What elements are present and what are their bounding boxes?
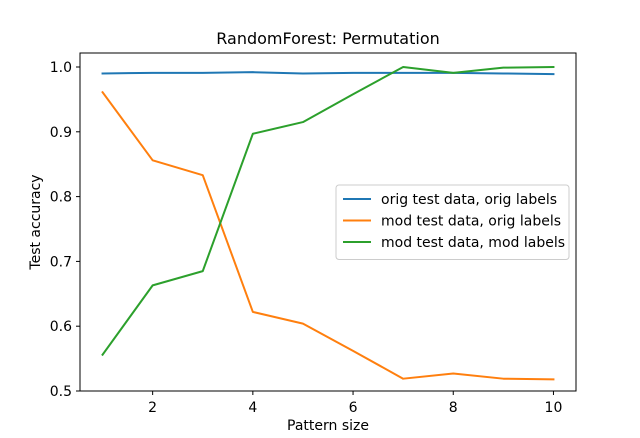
y-tick-label: 0.9 [50,125,72,141]
y-axis-label: Test accuracy [28,174,44,270]
x-tick-label: 10 [545,400,563,416]
x-tick-label: 2 [148,400,157,416]
chart-title: RandomForest: Permutation [216,29,440,48]
x-tick-label: 8 [449,400,458,416]
plot-area [101,65,555,381]
y-tick-label: 0.8 [50,190,72,206]
legend-label-1: orig test data, orig labels [381,192,557,208]
legend: orig test data, orig labels mod test data… [335,184,570,260]
axes-frame [79,52,577,392]
legend-box [335,184,570,260]
series-line-1 [101,71,555,76]
x-tick-label: 6 [349,400,358,416]
x-tick-label: 4 [248,400,257,416]
y-tick-label: 1.0 [50,60,72,76]
y-tick-label: 0.7 [50,254,72,270]
x-axis-label: Pattern size [287,418,369,434]
legend-label-2: mod test data, orig labels [381,214,561,230]
x-axis-ticks: 2 4 6 8 10 [148,391,562,416]
series-line-2 [101,90,555,381]
y-tick-label: 0.5 [50,384,72,400]
y-axis-ticks: 0.5 0.6 0.7 0.8 0.9 1.0 [50,60,80,400]
legend-label-3: mod test data, mod labels [381,235,565,251]
series-line-3 [101,65,555,357]
y-tick-label: 0.6 [50,319,72,335]
